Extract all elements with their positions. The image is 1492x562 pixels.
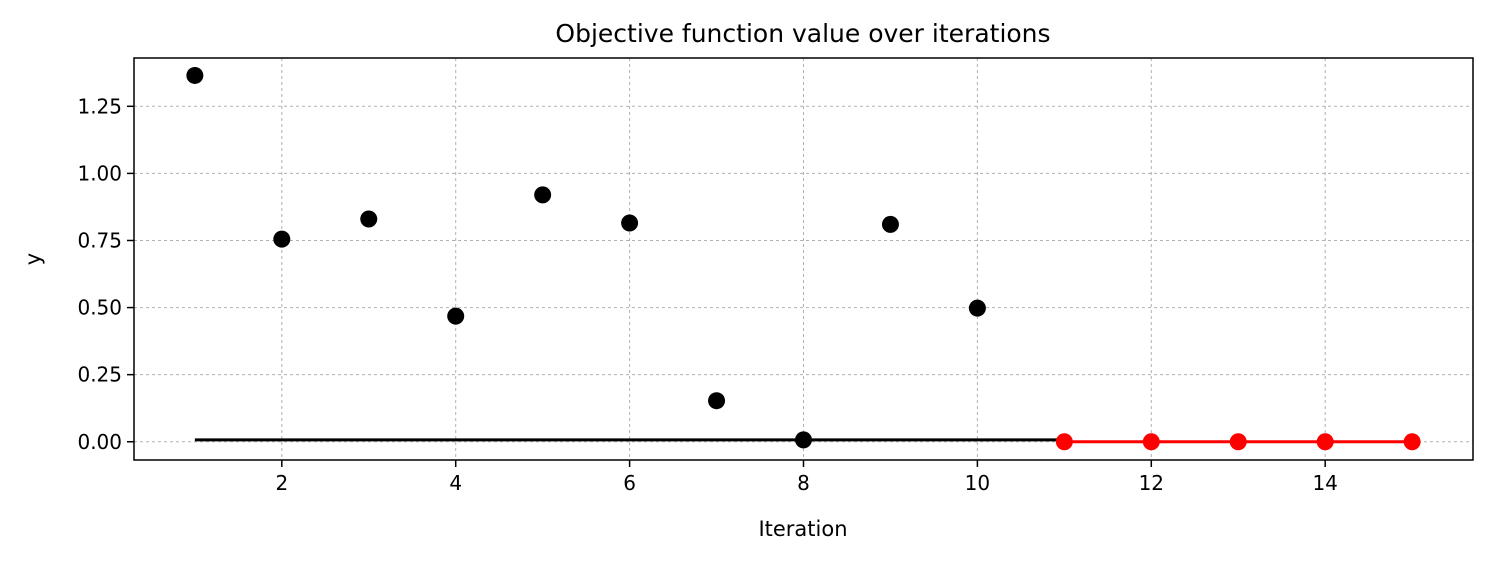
optimization-point [1142, 433, 1160, 451]
x-tick-label: 14 [1312, 471, 1337, 495]
optimization-point [1055, 433, 1073, 451]
initial-point [795, 431, 812, 449]
x-tick-label: 6 [623, 471, 636, 495]
initial-point [968, 299, 986, 317]
x-axis-label: Iteration [758, 517, 847, 541]
optimization-point [1316, 433, 1334, 451]
y-tick-label: 1.25 [77, 94, 122, 118]
y-tick-label: 0.50 [77, 296, 122, 320]
initial-point [534, 186, 552, 204]
x-tick-label: 2 [275, 471, 288, 495]
initial-point [708, 392, 726, 410]
x-tick-label: 4 [449, 471, 462, 495]
x-axis-ticks: 2 4 6 8 10 12 14 [275, 460, 1338, 495]
initial-point [186, 66, 204, 84]
initial-point [621, 214, 639, 232]
data-points [186, 66, 1421, 451]
optimization-point [1403, 433, 1421, 451]
y-tick-label: 0.00 [77, 430, 122, 454]
initial-point [447, 307, 465, 325]
initial-point [881, 215, 899, 233]
grid [134, 58, 1473, 460]
y-tick-label: 1.00 [77, 161, 122, 185]
x-tick-label: 10 [965, 471, 990, 495]
x-tick-label: 12 [1139, 471, 1164, 495]
optimization-point [1229, 433, 1247, 451]
initial-point [273, 230, 291, 248]
initial-point [360, 210, 378, 228]
y-tick-label: 0.75 [77, 228, 122, 252]
x-tick-label: 8 [797, 471, 810, 495]
y-axis-ticks: 0.00 0.25 0.50 0.75 1.00 1.25 [77, 94, 134, 454]
y-axis-label: y [21, 253, 45, 265]
chart-title: Objective function value over iterations [555, 19, 1050, 48]
y-tick-label: 0.25 [77, 363, 122, 387]
